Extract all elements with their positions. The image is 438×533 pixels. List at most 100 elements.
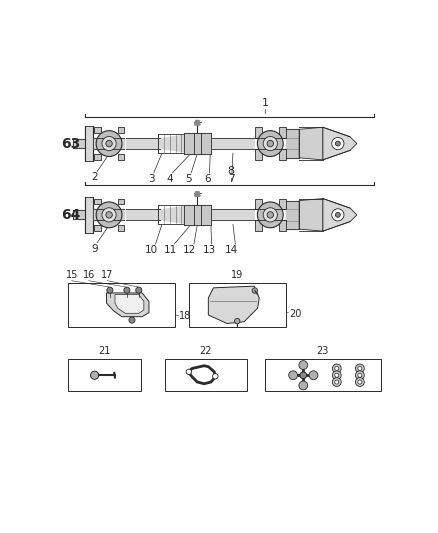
Polygon shape	[279, 127, 286, 138]
Circle shape	[335, 373, 339, 377]
Bar	[165, 359, 247, 391]
Text: 17: 17	[101, 270, 113, 280]
Bar	[189, 282, 286, 327]
Circle shape	[106, 212, 112, 218]
Text: 64: 64	[61, 208, 80, 222]
Circle shape	[186, 369, 191, 375]
Circle shape	[336, 213, 340, 217]
Circle shape	[332, 138, 344, 150]
Circle shape	[106, 140, 112, 147]
Circle shape	[234, 318, 240, 324]
Text: 4: 4	[167, 174, 173, 184]
Circle shape	[358, 366, 362, 370]
Circle shape	[299, 381, 308, 390]
Bar	[68, 359, 141, 391]
Polygon shape	[211, 138, 255, 149]
Polygon shape	[208, 286, 259, 324]
Circle shape	[335, 380, 339, 384]
Text: 63: 63	[61, 136, 80, 150]
Text: 15: 15	[66, 270, 78, 280]
Polygon shape	[126, 134, 187, 153]
Polygon shape	[299, 127, 323, 160]
Circle shape	[212, 374, 218, 379]
Circle shape	[267, 212, 273, 218]
Circle shape	[107, 287, 113, 293]
Circle shape	[355, 377, 364, 386]
Polygon shape	[255, 199, 262, 209]
Circle shape	[355, 371, 364, 379]
Circle shape	[258, 202, 283, 228]
Text: 20: 20	[289, 309, 301, 319]
Text: 19: 19	[231, 270, 244, 280]
Text: 12: 12	[183, 245, 197, 255]
Circle shape	[263, 208, 277, 222]
Text: 8: 8	[228, 166, 235, 176]
Circle shape	[267, 140, 273, 147]
Circle shape	[263, 136, 277, 151]
Text: 23: 23	[317, 346, 329, 357]
Polygon shape	[255, 220, 262, 231]
Circle shape	[102, 136, 116, 151]
Text: 1: 1	[262, 98, 268, 108]
Circle shape	[136, 287, 142, 293]
Polygon shape	[126, 205, 187, 224]
Circle shape	[96, 131, 122, 157]
Text: 6: 6	[204, 174, 211, 184]
Circle shape	[258, 131, 283, 157]
Text: 16: 16	[83, 270, 95, 280]
Text: 7: 7	[228, 174, 235, 184]
Text: 21: 21	[99, 346, 111, 357]
Polygon shape	[194, 192, 200, 196]
Polygon shape	[323, 127, 357, 160]
Circle shape	[358, 380, 362, 384]
Polygon shape	[115, 295, 144, 313]
Polygon shape	[94, 127, 101, 133]
Circle shape	[336, 141, 340, 146]
Polygon shape	[94, 199, 101, 204]
Polygon shape	[94, 225, 101, 231]
Bar	[265, 359, 381, 391]
Text: 10: 10	[145, 245, 158, 255]
Circle shape	[124, 287, 130, 293]
Polygon shape	[255, 127, 262, 138]
Text: 2: 2	[92, 172, 98, 182]
Circle shape	[91, 371, 99, 379]
Polygon shape	[117, 225, 124, 231]
Bar	[68, 282, 175, 327]
Circle shape	[332, 377, 341, 386]
Polygon shape	[94, 154, 101, 160]
Circle shape	[332, 371, 341, 379]
Polygon shape	[279, 149, 286, 160]
Circle shape	[300, 372, 307, 378]
Text: 11: 11	[163, 245, 177, 255]
Circle shape	[252, 288, 258, 293]
Circle shape	[129, 317, 135, 323]
Text: 22: 22	[200, 346, 212, 357]
Circle shape	[332, 364, 341, 373]
Circle shape	[358, 373, 362, 377]
Polygon shape	[117, 154, 124, 160]
Polygon shape	[211, 209, 255, 220]
Polygon shape	[279, 199, 286, 209]
Text: 14: 14	[225, 245, 238, 255]
Text: 5: 5	[186, 174, 192, 184]
Circle shape	[96, 202, 122, 228]
Text: 9: 9	[92, 244, 98, 254]
Text: 13: 13	[202, 245, 216, 255]
Circle shape	[299, 361, 308, 369]
Circle shape	[309, 371, 318, 379]
Circle shape	[332, 209, 344, 221]
Polygon shape	[106, 293, 149, 317]
Polygon shape	[194, 120, 200, 125]
Circle shape	[355, 364, 364, 373]
Circle shape	[289, 371, 297, 379]
Polygon shape	[299, 199, 323, 231]
Polygon shape	[117, 127, 124, 133]
Circle shape	[102, 208, 116, 222]
Text: 18: 18	[179, 311, 191, 321]
Text: 3: 3	[148, 174, 155, 184]
Polygon shape	[255, 149, 262, 160]
Polygon shape	[323, 199, 357, 231]
Circle shape	[335, 366, 339, 370]
Polygon shape	[279, 220, 286, 231]
